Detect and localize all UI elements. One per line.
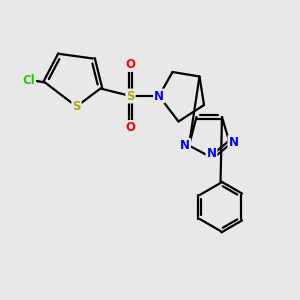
Text: O: O — [125, 121, 136, 134]
Text: Cl: Cl — [22, 74, 35, 88]
Text: N: N — [206, 147, 217, 161]
Text: N: N — [154, 89, 164, 103]
Text: N: N — [228, 136, 239, 149]
Text: S: S — [72, 100, 81, 113]
Text: N: N — [180, 139, 190, 152]
Text: S: S — [126, 89, 135, 103]
Text: O: O — [125, 58, 136, 71]
